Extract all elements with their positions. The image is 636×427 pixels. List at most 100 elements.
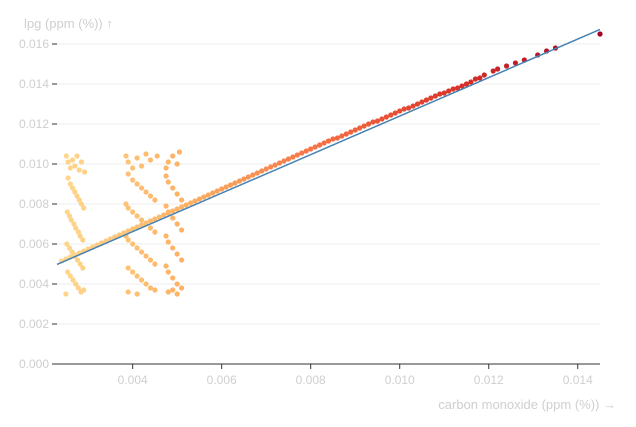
scatter-point [321, 140, 327, 146]
scatter-point [232, 180, 238, 186]
scatter-point [365, 121, 372, 127]
scatter-point [428, 95, 434, 101]
scatter-point [138, 277, 145, 283]
scatter-point [65, 269, 71, 275]
scatter-point [165, 269, 171, 275]
scatter-point [125, 265, 131, 271]
scatter-point [75, 285, 81, 291]
scatter-point [414, 101, 421, 107]
scatter-point [490, 68, 496, 74]
scatter-point [495, 66, 501, 72]
scatter-point [130, 241, 136, 247]
scatter-point [152, 261, 158, 267]
scatter-point [66, 213, 73, 219]
scatter-point [161, 212, 167, 218]
scatter-point [174, 291, 180, 297]
scatter-point [512, 60, 519, 66]
scatter-point [69, 185, 76, 191]
scatter-point [65, 175, 71, 181]
scatter-point [370, 119, 376, 125]
scatter-point [147, 257, 154, 263]
scatter-point [74, 153, 80, 159]
scatter-point [163, 173, 169, 179]
scatter-point [423, 97, 430, 103]
scatter-point [174, 206, 180, 212]
scatter-point [75, 229, 81, 235]
scatter-point [138, 185, 145, 191]
scatter-point [361, 123, 367, 129]
scatter-point [263, 166, 269, 172]
y-axis-title: lpg (ppm (%)) ↑ [24, 16, 113, 31]
scatter-point [170, 245, 176, 251]
y-tick-label: 0.004 [19, 277, 49, 291]
scatter-point [143, 281, 149, 287]
scatter-point [134, 155, 140, 161]
scatter-point [130, 209, 136, 215]
scatter-point [397, 108, 403, 114]
scatter-point [81, 169, 88, 175]
scatter-point [241, 176, 247, 182]
scatter-point [138, 249, 145, 255]
scatter-point [152, 197, 158, 203]
x-axis-ticks: 0.004 0.006 0.008 0.010 0.012 0.014 [118, 364, 593, 387]
scatter-point [179, 285, 185, 291]
scatter-point [134, 291, 140, 297]
scatter-point [410, 103, 416, 109]
y-axis-ticks: 0.000 0.002 0.004 0.006 0.008 0.010 0.012 0.014… [19, 37, 57, 371]
scatter-point [165, 289, 171, 295]
y-tick-label: 0.006 [19, 237, 49, 251]
scatter-point [285, 156, 292, 162]
scatter-point [73, 225, 79, 231]
scatter-point [80, 237, 86, 243]
scatter-point [597, 31, 603, 37]
scatter-point [65, 159, 71, 165]
x-tick-label: 0.010 [385, 373, 415, 387]
scatter-point [170, 275, 176, 281]
scatter-point [268, 164, 274, 170]
scatter-point [147, 285, 154, 291]
scatter-point [299, 150, 305, 156]
y-tick-label: 0.002 [19, 317, 49, 331]
scatter-point [77, 261, 83, 267]
scatter-point [78, 201, 85, 207]
scatter-point [163, 263, 169, 269]
scatter-point [183, 202, 189, 208]
scatter-point [64, 209, 70, 215]
scatter-point [81, 287, 87, 293]
scatter-point [196, 196, 203, 202]
scatter-point [170, 153, 176, 159]
scatter-point [69, 249, 75, 255]
scatter-point [468, 79, 474, 85]
scatter-point [66, 245, 73, 251]
scatter-point [125, 289, 131, 295]
scatter-point [179, 227, 185, 233]
scatter-point [379, 116, 385, 122]
scatter-point [154, 153, 160, 159]
y-tick-label: 0.010 [19, 157, 49, 171]
scatter-point [165, 159, 171, 165]
scatter-point [134, 245, 140, 251]
scatter-point [125, 159, 131, 165]
scatter-point [339, 133, 345, 139]
scatter-point [392, 110, 398, 116]
scatter-point [219, 186, 225, 192]
scatter-point [64, 241, 70, 247]
scatter-point [459, 83, 465, 89]
scatter-point [236, 178, 243, 184]
scatter-point [130, 177, 136, 183]
scatter-point [330, 136, 336, 142]
scatter-point [170, 208, 176, 214]
scatter-point [130, 269, 136, 275]
scatter-point [192, 198, 198, 204]
scatter-point [156, 214, 162, 220]
scatter-point [383, 114, 389, 120]
scatter-point [294, 152, 300, 158]
scatter-point [214, 188, 220, 194]
scatter-point [165, 179, 171, 185]
scatter-point [67, 181, 73, 187]
scatter-point [352, 127, 358, 133]
x-tick-label: 0.004 [118, 373, 148, 387]
scatter-point [463, 81, 470, 87]
scatter-point [223, 184, 229, 190]
